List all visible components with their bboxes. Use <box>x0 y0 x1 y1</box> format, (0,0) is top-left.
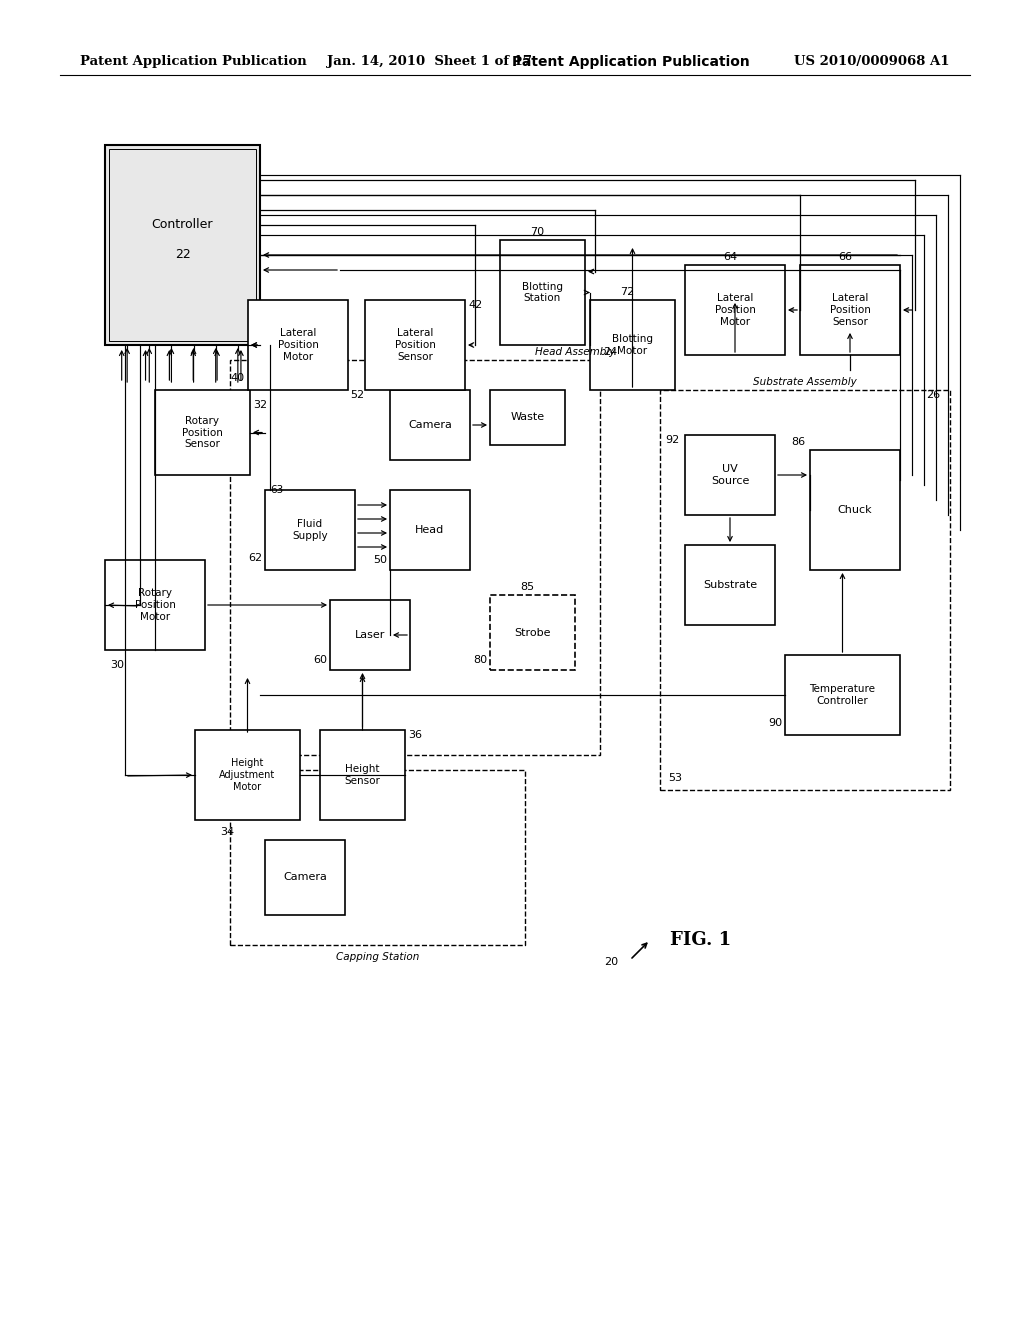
Bar <box>800 265 900 355</box>
Text: 22: 22 <box>175 248 190 261</box>
Text: Rotary
Position
Sensor: Rotary Position Sensor <box>182 416 223 449</box>
Text: Head: Head <box>416 525 444 535</box>
Text: Fluid
Supply: Fluid Supply <box>292 519 328 541</box>
Text: 53: 53 <box>668 774 682 783</box>
Text: 30: 30 <box>110 660 124 671</box>
Text: 60: 60 <box>313 655 327 665</box>
Text: Temperature
Controller: Temperature Controller <box>810 684 876 706</box>
Text: Jan. 14, 2010  Sheet 1 of 17: Jan. 14, 2010 Sheet 1 of 17 <box>328 55 532 69</box>
Text: UV
Source: UV Source <box>711 465 750 486</box>
Bar <box>109 149 256 341</box>
Bar <box>248 300 348 389</box>
Text: Lateral
Position
Sensor: Lateral Position Sensor <box>829 293 870 326</box>
Text: Rotary
Position
Motor: Rotary Position Motor <box>134 589 175 622</box>
Bar <box>490 389 565 445</box>
Text: Blotting
Motor: Blotting Motor <box>612 334 653 356</box>
Text: Lateral
Position
Sensor: Lateral Position Sensor <box>394 329 435 362</box>
Bar <box>265 840 345 915</box>
Bar <box>105 560 205 649</box>
Bar <box>500 240 585 345</box>
Bar <box>155 389 250 475</box>
Text: 72: 72 <box>621 286 635 297</box>
Bar <box>330 601 410 671</box>
Text: 26: 26 <box>926 389 940 400</box>
Bar <box>265 490 355 570</box>
Text: Camera: Camera <box>408 420 452 430</box>
Text: Camera: Camera <box>283 873 327 883</box>
Text: FIG. 1: FIG. 1 <box>670 931 731 949</box>
Text: US 2010/0009068 A1: US 2010/0009068 A1 <box>795 55 950 69</box>
Text: Substrate: Substrate <box>702 579 757 590</box>
Bar <box>230 360 600 755</box>
Bar <box>660 389 950 789</box>
Text: 80: 80 <box>473 655 487 665</box>
Text: Controller: Controller <box>152 219 213 231</box>
Text: 70: 70 <box>530 227 545 238</box>
Text: 36: 36 <box>408 730 422 741</box>
Bar <box>390 490 470 570</box>
Text: Waste: Waste <box>510 412 545 422</box>
Text: 50: 50 <box>373 554 387 565</box>
Text: Laser: Laser <box>354 630 385 640</box>
Text: Lateral
Position
Motor: Lateral Position Motor <box>278 329 318 362</box>
Text: 24: 24 <box>603 347 617 356</box>
Text: 90: 90 <box>768 718 782 729</box>
Text: 20: 20 <box>604 957 618 968</box>
Text: Lateral
Position
Motor: Lateral Position Motor <box>715 293 756 326</box>
Text: 34: 34 <box>220 828 234 837</box>
Text: 66: 66 <box>838 252 852 261</box>
Text: Patent Application Publication: Patent Application Publication <box>512 55 750 69</box>
Bar <box>590 300 675 389</box>
Text: 92: 92 <box>666 436 680 445</box>
Bar <box>685 436 775 515</box>
Bar <box>785 655 900 735</box>
Bar <box>319 730 406 820</box>
Text: 63: 63 <box>270 484 284 495</box>
Text: 52: 52 <box>350 389 365 400</box>
Text: Patent Application Publication: Patent Application Publication <box>80 55 307 69</box>
Text: Chuck: Chuck <box>838 506 872 515</box>
Text: Height
Adjustment
Motor: Height Adjustment Motor <box>219 759 275 792</box>
Bar <box>490 595 575 671</box>
Bar <box>365 300 465 389</box>
Text: 42: 42 <box>468 300 482 310</box>
Text: Capping Station: Capping Station <box>336 952 419 962</box>
Text: Strobe: Strobe <box>514 627 551 638</box>
Text: 32: 32 <box>253 400 267 411</box>
Text: 85: 85 <box>520 582 535 591</box>
Bar <box>390 389 470 459</box>
Text: 64: 64 <box>723 252 737 261</box>
Text: Height
Sensor: Height Sensor <box>344 764 381 785</box>
Bar <box>810 450 900 570</box>
Text: Blotting
Station: Blotting Station <box>522 281 563 304</box>
Text: Substrate Assembly: Substrate Assembly <box>753 378 857 387</box>
Text: 62: 62 <box>248 553 262 564</box>
Bar <box>195 730 300 820</box>
Text: 40: 40 <box>230 374 245 383</box>
Text: Head Assembly: Head Assembly <box>535 347 615 356</box>
Bar <box>685 545 775 624</box>
Bar <box>230 770 525 945</box>
Bar <box>105 145 260 345</box>
Bar <box>685 265 785 355</box>
Text: 86: 86 <box>791 437 805 447</box>
